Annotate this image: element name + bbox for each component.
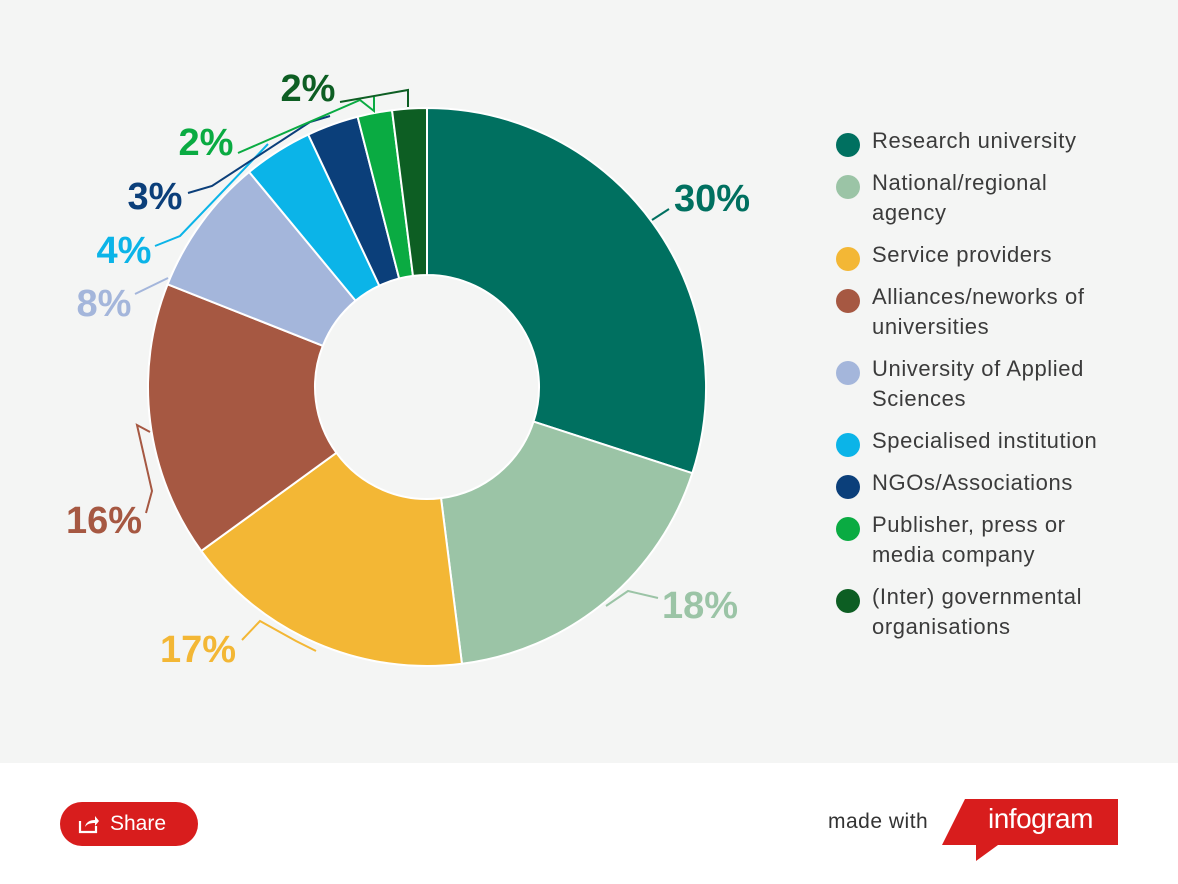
infogram-logo[interactable]: infogram (940, 799, 1120, 865)
donut-chart: 30% 18% 17% 16% 8% 4% 3% 2% 2% (66, 68, 750, 671)
slice-service-providers[interactable] (199, 451, 464, 667)
footer: Share made with infogram (0, 763, 1178, 884)
legend-label: (Inter) governmental (872, 584, 1083, 609)
leader-line-specialised-institution (154, 143, 269, 247)
leader-line-service-providers (241, 619, 317, 652)
legend-label-line2: agency (872, 200, 947, 225)
legend-swatch (836, 133, 860, 157)
legend-item-governmental[interactable]: (Inter) governmental organisations (834, 582, 1134, 642)
leader-line-national-regional-agency (605, 589, 659, 607)
data-label-national-regional-agency: 18% (662, 585, 738, 627)
slice-research-university[interactable] (426, 106, 707, 475)
made-with-text: made with (828, 810, 929, 833)
data-label-specialised-institution: 4% (97, 230, 152, 272)
legend-label-line2: media company (872, 542, 1036, 567)
legend-item-service-providers[interactable]: Service providers (834, 240, 1134, 271)
leader-line-research-university (651, 208, 670, 221)
slice-alliances[interactable] (147, 282, 338, 553)
chart-area: 30% 18% 17% 16% 8% 4% 3% 2% 2% Research universi… (0, 0, 1178, 763)
share-label: Share (110, 812, 167, 835)
leader-line-ngos (187, 115, 331, 194)
legend-label: National/regional (872, 170, 1048, 195)
data-label-alliances: 16% (66, 500, 142, 542)
legend-label: Alliances/neworks of (872, 284, 1085, 309)
data-label-research-university: 30% (674, 178, 750, 220)
legend-label-line2: universities (872, 314, 990, 339)
legend-item-national-regional-agency[interactable]: National/regional agency (834, 168, 1134, 228)
legend-item-applied-sciences[interactable]: University of Applied Sciences (834, 354, 1134, 414)
data-label-applied-sciences: 8% (77, 283, 132, 325)
legend-item-publisher[interactable]: Publisher, press or media company (834, 510, 1134, 570)
legend-item-alliances[interactable]: Alliances/neworks of universities (834, 282, 1134, 342)
leader-line-alliances (135, 423, 154, 514)
data-label-ngos: 3% (128, 176, 183, 218)
legend-label: Service providers (872, 242, 1053, 267)
infogram-brand-text: infogram (988, 803, 1093, 834)
legend-label: Specialised institution (872, 428, 1098, 453)
data-label-service-providers: 17% (160, 629, 236, 671)
legend-label: University of Applied (872, 356, 1084, 381)
legend-label: NGOs/Associations (872, 470, 1073, 495)
legend-swatch (836, 517, 860, 541)
slice-governmental[interactable] (390, 106, 428, 278)
legend-swatch (836, 433, 860, 457)
legend-swatch (836, 475, 860, 499)
legend-swatch (836, 289, 860, 313)
legend-label: Research university (872, 128, 1077, 153)
legend-item-specialised-institution[interactable]: Specialised institution (834, 426, 1134, 457)
data-label-publisher: 2% (179, 122, 234, 164)
legend-label: Publisher, press or (872, 512, 1066, 537)
legend-swatch (836, 175, 860, 199)
leader-line-governmental (339, 88, 409, 107)
legend-swatch (836, 247, 860, 271)
legend-label-line2: organisations (872, 614, 1011, 639)
leader-line-applied-sciences (134, 277, 169, 295)
legend-swatch (836, 361, 860, 385)
data-label-governmental: 2% (281, 68, 336, 110)
share-button[interactable]: Share (60, 802, 198, 846)
legend: Research university National/regional ag… (834, 126, 1134, 654)
leader-line-publisher (237, 97, 375, 154)
slice-national-regional-agency[interactable] (439, 420, 694, 665)
share-icon (78, 814, 100, 834)
legend-swatch (836, 589, 860, 613)
legend-item-research-university[interactable]: Research university (834, 126, 1134, 157)
legend-item-ngos[interactable]: NGOs/Associations (834, 468, 1134, 499)
legend-label-line2: Sciences (872, 386, 967, 411)
